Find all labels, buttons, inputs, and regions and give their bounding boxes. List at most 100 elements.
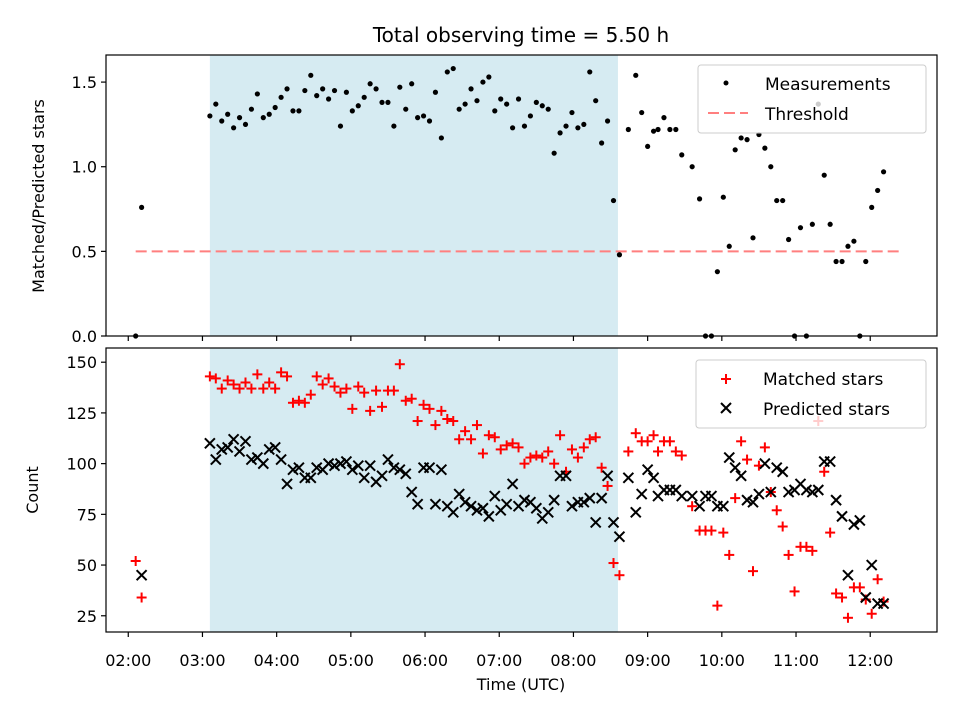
measurement-point	[689, 164, 695, 170]
x-axis-label: Time (UTC)	[476, 675, 565, 694]
predicted-point	[771, 461, 783, 474]
measurement-point	[139, 204, 145, 210]
top-x-ticks	[127, 336, 871, 341]
matched-point	[353, 381, 364, 392]
y-tick-label: 125	[66, 404, 97, 423]
matched-point	[789, 586, 800, 597]
matched-point	[252, 369, 263, 380]
measurement-point	[361, 94, 367, 100]
top-axes-frame	[105, 54, 938, 337]
predicted-point	[221, 441, 234, 454]
measurement-point	[539, 103, 545, 109]
matched-point	[495, 444, 506, 455]
predicted-point	[210, 453, 222, 466]
measurement-point	[325, 96, 332, 102]
measurement-point	[504, 101, 510, 107]
matched-point	[664, 436, 675, 447]
measurement-point	[409, 81, 415, 87]
matched-point	[572, 452, 583, 463]
measurement-point	[575, 125, 581, 131]
legend-threshold-label: Threshold	[764, 105, 849, 125]
measurement-point	[633, 72, 639, 78]
matched-point	[282, 371, 293, 382]
matched-point	[596, 462, 607, 473]
predicted-point	[542, 506, 554, 519]
measurement-point	[875, 187, 881, 194]
measurement-point	[290, 108, 296, 114]
x-tick-label: 05:00	[328, 651, 374, 670]
matched-point	[210, 373, 221, 384]
matched-point	[365, 405, 376, 416]
matched-point	[872, 574, 883, 585]
predicted-point	[239, 435, 252, 448]
measurement-point	[667, 126, 673, 133]
measurement-point	[581, 121, 587, 128]
predicted-point	[453, 488, 465, 500]
matched-point	[388, 385, 399, 396]
predicted-point	[842, 569, 854, 581]
predicted-point	[352, 459, 364, 472]
measurement-point	[213, 101, 219, 107]
matched-point	[736, 436, 747, 447]
measurement-point	[266, 111, 272, 117]
measurement-point	[839, 258, 845, 265]
measurement-point	[498, 96, 504, 102]
matched-point	[234, 383, 245, 394]
matched-point	[430, 420, 441, 431]
predicted-point	[765, 486, 777, 498]
predicted-point	[578, 496, 590, 508]
bottom-legend-box	[695, 359, 927, 429]
x-tick-label: 11:00	[773, 651, 819, 670]
y-tick-label: 1.5	[72, 73, 97, 92]
matched-point	[483, 430, 494, 441]
measurement-point	[480, 79, 486, 85]
matched-point	[578, 442, 589, 453]
measurement-point	[373, 86, 379, 92]
measurement-point	[343, 89, 349, 95]
matched-point	[329, 381, 340, 392]
measurement-point	[456, 106, 462, 112]
measurement-point	[593, 98, 599, 104]
measurement-point	[599, 140, 605, 146]
x-tick-label: 09:00	[625, 651, 671, 670]
predicted-point	[269, 441, 281, 454]
legend-matched-marker	[721, 374, 731, 384]
predicted-point	[459, 496, 471, 508]
predicted-point	[854, 514, 866, 527]
predicted-point	[759, 457, 771, 470]
matched-point	[412, 416, 423, 427]
measurement-point	[260, 115, 266, 121]
measurement-point	[225, 111, 231, 117]
matched-point	[228, 379, 239, 390]
matched-point	[323, 373, 334, 384]
measurement-point	[432, 89, 439, 95]
matched-point	[436, 405, 447, 416]
matched-point	[543, 446, 554, 457]
matched-point	[341, 383, 352, 394]
bottom-panel: 25 50 75 100 125 150 02:00 03:00 04:00 05:00 06:0…	[23, 347, 938, 694]
predicted-point	[705, 490, 718, 502]
measurement-point	[486, 74, 492, 80]
matched-point	[130, 556, 141, 566]
measurement-point	[557, 130, 563, 136]
matched-point	[501, 440, 512, 451]
predicted-point	[423, 461, 436, 474]
predicted-point	[227, 433, 240, 445]
matched-point	[783, 549, 794, 560]
predicted-point	[257, 457, 270, 470]
matched-point	[276, 367, 287, 378]
matched-point	[759, 442, 770, 453]
predicted-point	[560, 470, 572, 482]
y-tick-label: 0.5	[72, 242, 97, 261]
matched-point	[854, 582, 865, 593]
matched-point	[359, 387, 370, 398]
matched-point	[471, 420, 482, 431]
matched-point	[584, 434, 595, 445]
predicted-point	[601, 470, 614, 482]
matched-point	[837, 592, 848, 603]
matched-point	[335, 387, 346, 398]
measurement-point	[610, 197, 617, 204]
y-tick-label: 75	[77, 505, 97, 524]
matched-point	[676, 450, 687, 461]
measurement-point	[650, 128, 657, 134]
